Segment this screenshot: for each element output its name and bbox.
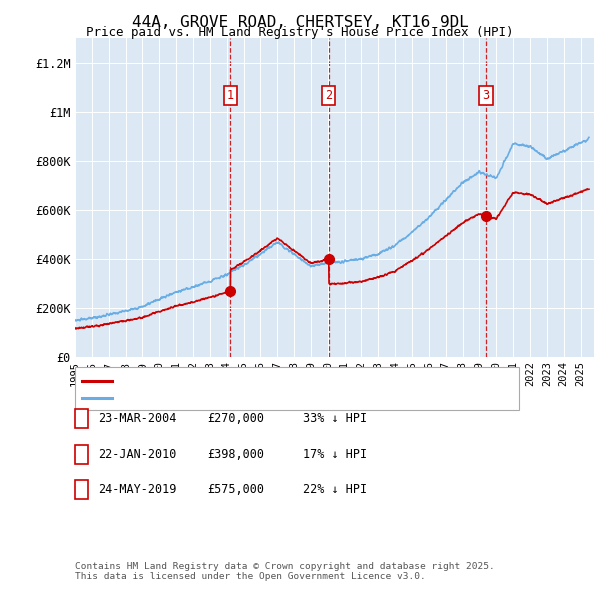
Text: 23-MAR-2004: 23-MAR-2004 bbox=[98, 412, 176, 425]
Text: 2: 2 bbox=[78, 448, 85, 461]
Text: £575,000: £575,000 bbox=[207, 483, 264, 496]
Text: £270,000: £270,000 bbox=[207, 412, 264, 425]
Text: HPI: Average price, detached house, Runnymede: HPI: Average price, detached house, Runn… bbox=[119, 393, 423, 403]
Text: 17% ↓ HPI: 17% ↓ HPI bbox=[303, 448, 367, 461]
Text: 22% ↓ HPI: 22% ↓ HPI bbox=[303, 483, 367, 496]
Text: 44A, GROVE ROAD, CHERTSEY, KT16 9DL: 44A, GROVE ROAD, CHERTSEY, KT16 9DL bbox=[131, 15, 469, 30]
Text: Contains HM Land Registry data © Crown copyright and database right 2025.
This d: Contains HM Land Registry data © Crown c… bbox=[75, 562, 495, 581]
Text: 3: 3 bbox=[78, 483, 85, 496]
Text: 1: 1 bbox=[78, 412, 85, 425]
Text: 24-MAY-2019: 24-MAY-2019 bbox=[98, 483, 176, 496]
Text: £398,000: £398,000 bbox=[207, 448, 264, 461]
Text: 1: 1 bbox=[227, 89, 234, 102]
Text: 22-JAN-2010: 22-JAN-2010 bbox=[98, 448, 176, 461]
Text: 33% ↓ HPI: 33% ↓ HPI bbox=[303, 412, 367, 425]
Text: 44A, GROVE ROAD, CHERTSEY, KT16 9DL (detached house): 44A, GROVE ROAD, CHERTSEY, KT16 9DL (det… bbox=[119, 376, 470, 386]
Text: 2: 2 bbox=[325, 89, 332, 102]
Text: 3: 3 bbox=[482, 89, 490, 102]
Text: Price paid vs. HM Land Registry's House Price Index (HPI): Price paid vs. HM Land Registry's House … bbox=[86, 26, 514, 39]
